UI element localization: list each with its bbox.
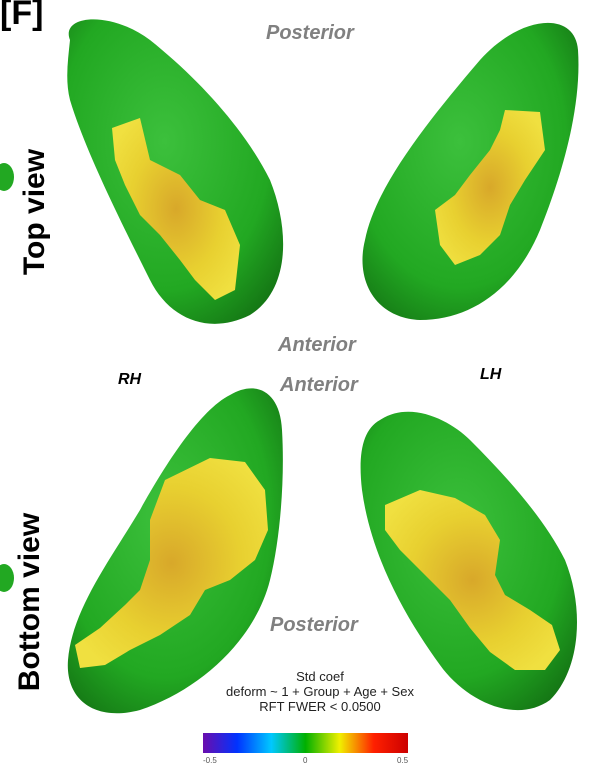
top-rh-surface [67,19,284,324]
colorbar-min-label: -0.5 [203,756,217,765]
model-caption: Std coef deform ~ 1 + Group + Age + Sex … [190,669,450,714]
edge-surface-fragment [0,163,14,191]
bottom-posterior-label: Posterior [270,614,358,636]
top-view-label: Top view [18,148,51,276]
bottom-rh-effect-region [75,458,268,668]
colorbar-gradient [203,733,408,753]
top-rh-effect-region [112,118,240,300]
bottom-view-label: Bottom view [13,512,46,692]
right-hemisphere-label: RH [118,371,142,388]
bottom-rh-surface [67,388,283,714]
caption-line-1: Std coef [296,669,344,684]
edge-surface-fragment [0,564,14,592]
bottom-lh-surface [360,411,577,711]
top-posterior-label: Posterior [266,22,354,44]
colorbar-mid-label: 0 [303,756,308,765]
top-anterior-label: Anterior [278,334,356,356]
panel-label: [F] [0,0,44,32]
colorbar [203,733,408,753]
caption-line-2: deform ~ 1 + Group + Age + Sex [226,684,414,699]
top-lh-effect-region [435,110,545,265]
bottom-anterior-label: Anterior [280,374,358,396]
bottom-lh-effect-region [385,490,560,670]
top-lh-surface [362,22,579,321]
caption-line-3: RFT FWER < 0.0500 [259,699,381,714]
colorbar-max-label: 0.5 [397,756,409,765]
left-hemisphere-label: LH [480,366,502,383]
